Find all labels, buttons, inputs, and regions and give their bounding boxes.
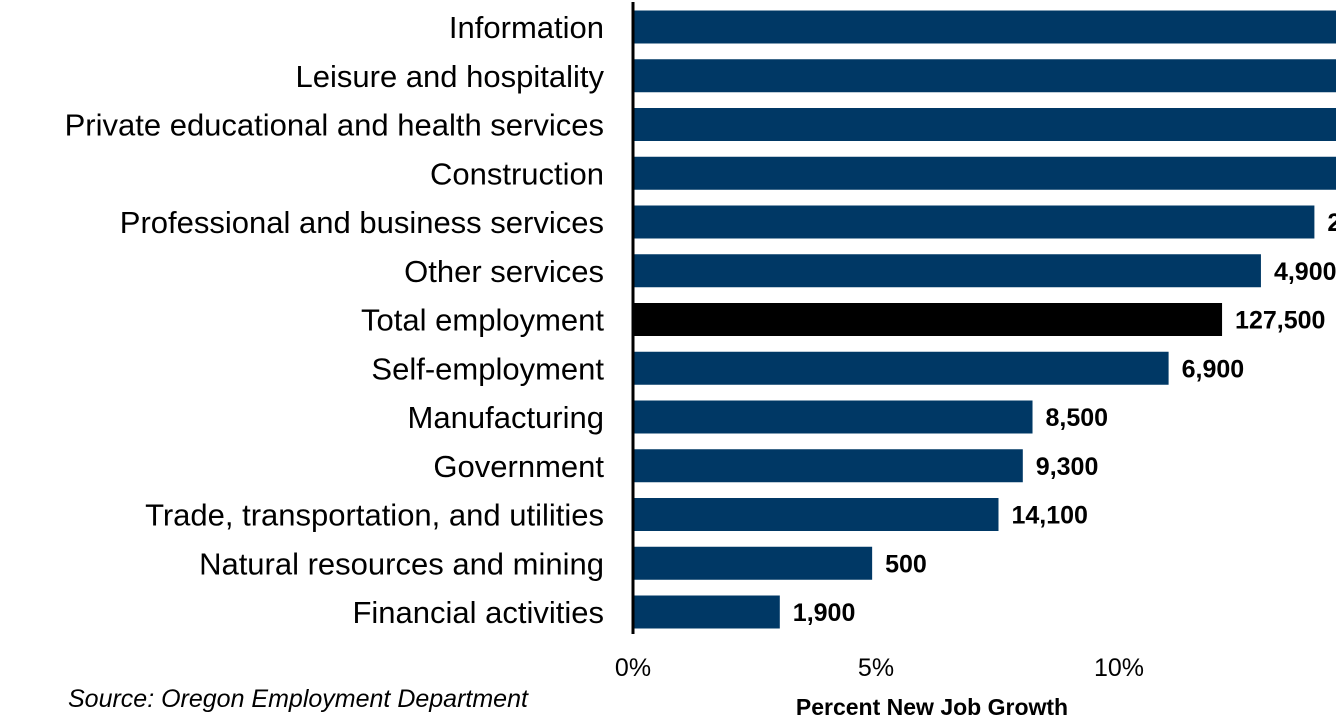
source-note: Source: Oregon Employment Department — [68, 685, 529, 713]
bar-government — [634, 449, 1023, 483]
category-label-information: Information — [449, 10, 604, 45]
category-labels-group: Information Leisure and hospitality Privat… — [65, 10, 605, 630]
x-tick-label: 5% — [858, 654, 894, 682]
data-label-trade-transportation-and-utilities: 14,100 — [1012, 502, 1088, 530]
data-label-total-employment: 127,500 — [1235, 307, 1325, 335]
x-axis-title: Percent New Job Growth — [796, 694, 1068, 719]
x-tick-label: 0% — [615, 654, 651, 682]
bar-leisure-and-hospitality — [634, 59, 1336, 93]
bar-other-services — [634, 254, 1261, 288]
bar-professional-and-business-services — [634, 205, 1315, 239]
data-label-self-employment: 6,900 — [1182, 355, 1245, 383]
bar-private-educational-and-health-services — [634, 108, 1336, 141]
data-label-other-services: 4,900 — [1274, 258, 1336, 286]
data-label-natural-resources-and-mining: 500 — [885, 550, 927, 578]
category-label-construction: Construction — [430, 156, 604, 191]
category-label-total-employment: Total employment — [361, 303, 604, 338]
data-label-financial-activities: 1,900 — [793, 599, 856, 627]
bar-financial-activities — [634, 595, 780, 629]
category-label-trade-transportation-and-utilities: Trade, transportation, and utilities — [145, 498, 604, 533]
category-label-natural-resources-and-mining: Natural resources and mining — [199, 546, 604, 581]
data-label-professional-and-business-services: 23,400 — [1327, 209, 1336, 237]
bar-manufacturing — [634, 400, 1033, 434]
category-label-professional-and-business-services: Professional and business services — [120, 205, 604, 240]
category-label-leisure-and-hospitality: Leisure and hospitality — [296, 59, 605, 94]
data-label-manufacturing: 8,500 — [1046, 404, 1109, 432]
category-label-private-educational-and-health-services: Private educational and health services — [65, 108, 604, 143]
data-labels-group: +5,300 jobs18,70025,3008,70023,4004,9001… — [793, 209, 1336, 627]
x-tick-labels-group: 0%5%10%15%20%25% — [615, 654, 1144, 682]
bars-group — [634, 10, 1336, 629]
bar-information — [634, 10, 1336, 44]
category-label-other-services: Other services — [404, 254, 604, 289]
bar-total-employment — [634, 303, 1223, 336]
x-tick-label: 10% — [1094, 654, 1144, 682]
category-label-financial-activities: Financial activities — [352, 595, 604, 630]
category-label-self-employment: Self-employment — [371, 351, 604, 386]
category-label-government: Government — [433, 449, 604, 484]
bar-natural-resources-and-mining — [634, 546, 873, 580]
category-label-manufacturing: Manufacturing — [408, 400, 604, 435]
bar-construction — [634, 156, 1336, 190]
bar-self-employment — [634, 351, 1169, 385]
data-label-government: 9,300 — [1036, 453, 1099, 481]
bar-trade-transportation-and-utilities — [634, 498, 999, 531]
